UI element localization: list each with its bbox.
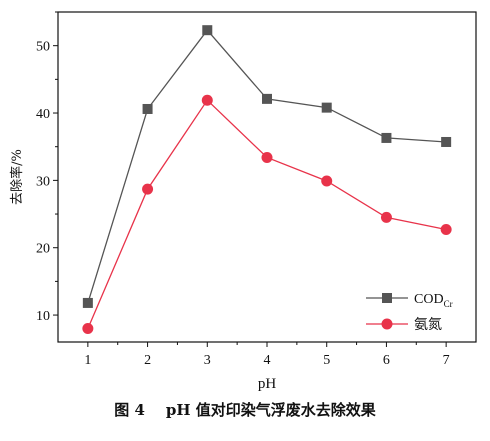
- legend-marker-ammonia: [381, 318, 393, 330]
- y-axis-label: 去除率/%: [9, 149, 25, 205]
- data-point-ammonia: [201, 94, 213, 106]
- y-tick-label: 20: [36, 242, 50, 257]
- data-point-cod: [262, 93, 272, 104]
- legend-label-cod-main: COD: [414, 292, 444, 307]
- series-cod: [82, 25, 452, 308]
- data-point-cod: [321, 102, 332, 113]
- data-point-ammonia: [82, 323, 94, 335]
- x-tick-label: 3: [204, 353, 211, 368]
- y-tick-label: 40: [36, 107, 50, 122]
- x-tick-label: 5: [323, 353, 330, 368]
- x-tick-label: 6: [383, 353, 390, 368]
- ticks: 1 2 3 4 5 6 7 10 20 30 40 50: [36, 11, 450, 368]
- legend-label-ammonia: 氨氮: [414, 317, 442, 333]
- data-point-cod: [202, 25, 213, 36]
- data-point-cod: [381, 132, 392, 143]
- data-point-ammonia: [321, 175, 333, 187]
- y-tick-label: 50: [36, 40, 50, 55]
- data-point-cod: [441, 136, 452, 147]
- chart: 1 2 3 4 5 6 7 10 20 30 40 50 pH 去除率/% CODCr 氨氮: [9, 11, 477, 392]
- figure-caption: 图 4 pH 值对印染气浮废水去除效果: [114, 401, 376, 419]
- series-layer: [82, 25, 452, 335]
- x-axis-label: pH: [258, 376, 277, 392]
- series-ammonia: [82, 94, 452, 335]
- x-tick-label: 4: [264, 353, 271, 368]
- data-point-ammonia: [440, 224, 452, 236]
- data-point-ammonia: [380, 211, 392, 223]
- y-tick-label: 10: [36, 309, 50, 324]
- data-point-cod: [142, 103, 153, 114]
- legend-label-cod-subscript: Cr: [444, 299, 453, 309]
- series-line-ammonia: [87, 99, 447, 329]
- legend-item-cod: CODCr: [366, 292, 453, 309]
- legend-item-ammonia: 氨氮: [366, 317, 442, 333]
- x-tick-label: 1: [84, 353, 91, 368]
- y-tick-label: 30: [36, 174, 50, 189]
- data-point-ammonia: [142, 183, 154, 195]
- legend-marker-cod: [382, 293, 392, 303]
- data-point-cod: [82, 297, 93, 308]
- x-tick-label: 7: [443, 353, 450, 368]
- legend-label-cod: CODCr: [414, 292, 453, 309]
- legend: CODCr 氨氮: [366, 292, 453, 333]
- data-point-ammonia: [261, 151, 273, 163]
- x-tick-label: 2: [144, 353, 151, 368]
- series-line-cod: [87, 29, 447, 304]
